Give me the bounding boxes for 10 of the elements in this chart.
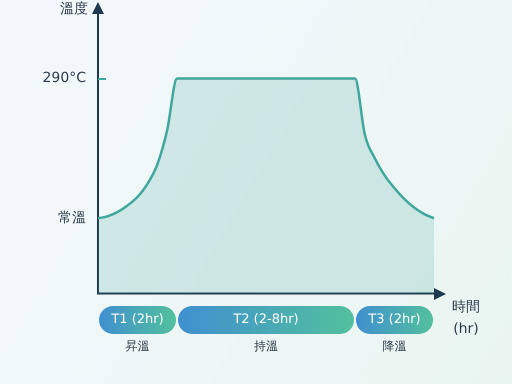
y-axis-title: 溫度 <box>60 0 88 18</box>
text: 常溫 <box>58 209 86 228</box>
text: 昇溫 <box>124 338 151 355</box>
text: T1 (2hr) <box>99 306 176 334</box>
text: 持溫 <box>252 338 279 355</box>
text: 290°C <box>42 70 86 86</box>
text: T3 (2hr) <box>356 306 433 334</box>
text: 降溫 <box>381 338 408 355</box>
text: T2 (2-8hr) <box>178 306 354 334</box>
x-axis-title: 時間 (hr) <box>452 298 480 339</box>
